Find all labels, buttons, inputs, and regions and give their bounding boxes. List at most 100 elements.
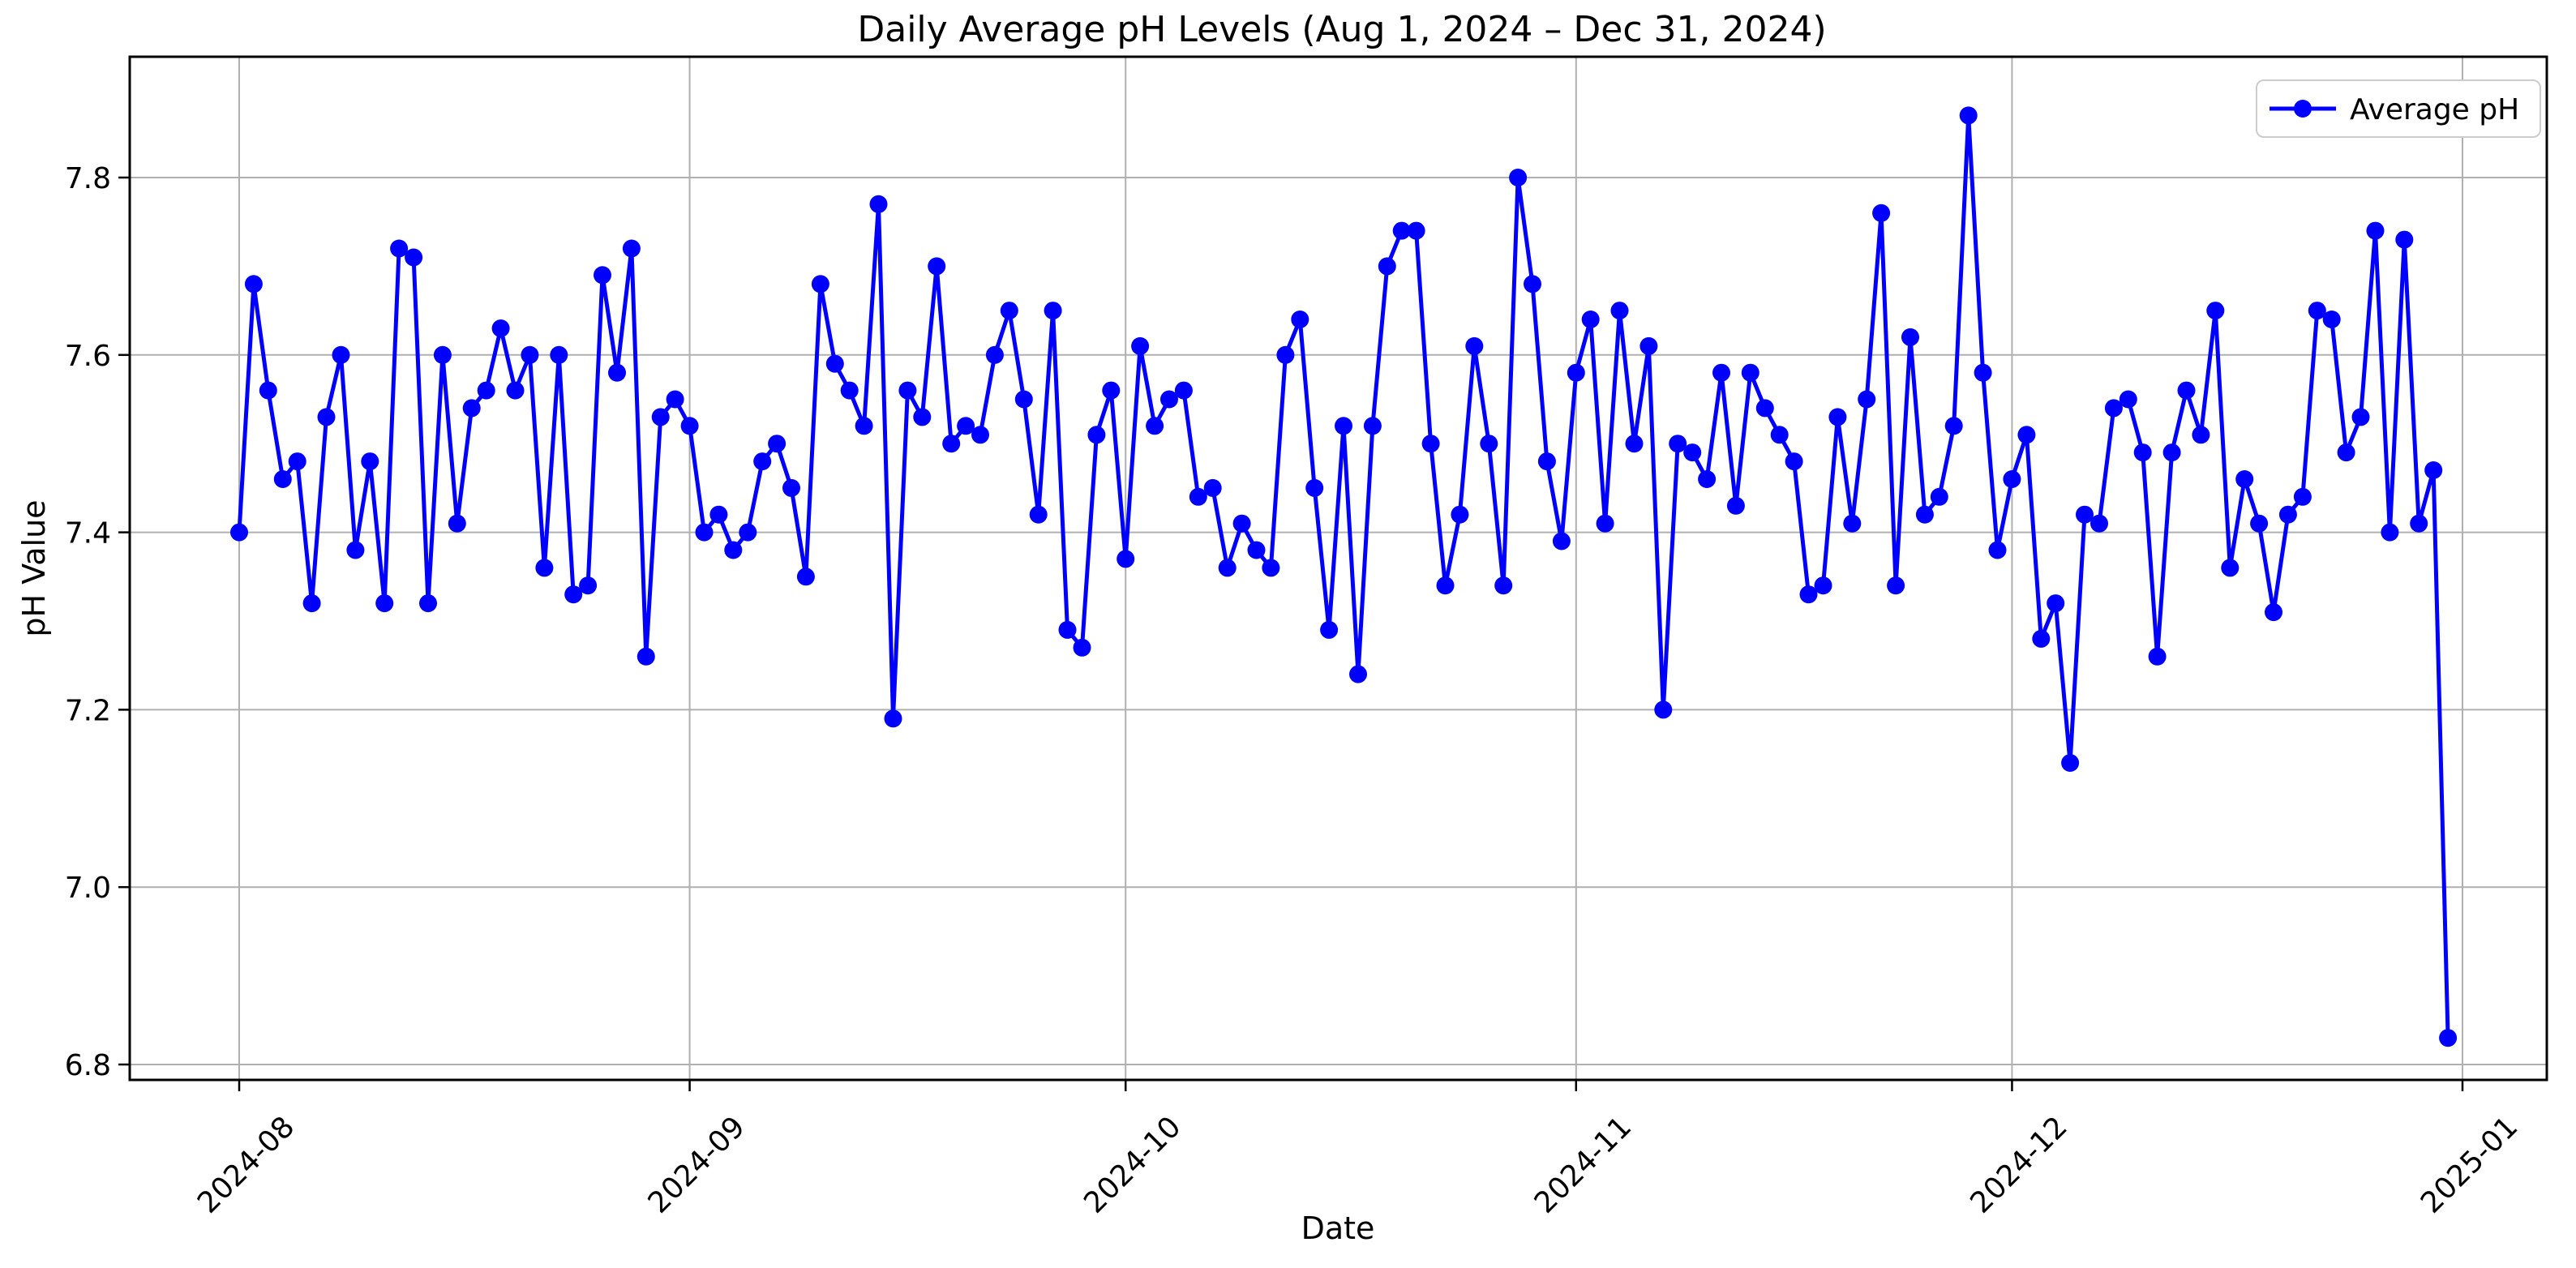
data-point: [957, 417, 975, 435]
data-point: [2148, 647, 2167, 666]
data-point: [2162, 443, 2181, 462]
data-point: [535, 559, 554, 577]
data-point: [1654, 700, 1673, 719]
data-point: [1785, 452, 1803, 471]
data-point: [971, 426, 989, 444]
data-point: [1044, 302, 1062, 320]
data-point: [651, 408, 670, 426]
data-point: [1174, 381, 1193, 400]
data-point: [405, 248, 423, 267]
data-point: [2017, 426, 2036, 444]
x-tick-label: 2024-10: [1078, 1110, 1187, 1219]
data-point: [1232, 514, 1251, 533]
data-point: [1698, 470, 1717, 488]
data-point: [1799, 585, 1818, 604]
data-point: [1625, 435, 1644, 453]
data-point: [1887, 576, 1905, 595]
grid-layer: [130, 57, 2547, 1080]
legend-marker-icon: [2294, 100, 2312, 118]
legend-label: Average pH: [2350, 93, 2519, 126]
data-point: [390, 239, 409, 258]
data-point: [462, 399, 481, 418]
data-point: [2424, 461, 2443, 479]
data-point: [666, 390, 684, 409]
data-point: [564, 585, 583, 604]
data-point: [1436, 576, 1455, 595]
data-point: [709, 505, 728, 524]
data-point: [724, 541, 743, 559]
data-point: [1465, 336, 1484, 355]
y-tick-label: 7.6: [65, 340, 111, 373]
data-point: [1683, 443, 1702, 462]
data-point: [2032, 629, 2051, 648]
data-point: [1291, 311, 1309, 328]
data-point: [2439, 1029, 2458, 1047]
data-point: [2337, 443, 2355, 462]
data-point: [332, 345, 350, 364]
data-point: [1959, 106, 1978, 125]
data-point: [1915, 505, 1934, 524]
data-point: [1712, 363, 1730, 382]
data-point: [1872, 203, 1891, 222]
data-point: [695, 523, 714, 542]
data-point: [1073, 638, 1091, 657]
data-point: [1858, 390, 1876, 409]
data-point: [2381, 523, 2399, 542]
data-point: [230, 523, 248, 542]
x-axis-label: Date: [1301, 1210, 1375, 1246]
axes-layer: 6.8 7.0 7.2 7.4 7.6 7.8 2024-08 2024-09 2024-10 2…: [65, 55, 2548, 1220]
data-point: [1581, 311, 1600, 328]
data-point: [2308, 302, 2326, 320]
data-point: [1117, 550, 1135, 568]
data-point: [2192, 426, 2210, 444]
data-point: [1741, 363, 1759, 382]
data-point: [913, 408, 932, 426]
data-point: [1669, 435, 1687, 453]
data-point: [1305, 478, 1324, 497]
y-tick-label: 7.0: [65, 872, 111, 905]
plot-border: [128, 55, 2548, 1082]
data-point: [419, 594, 437, 613]
data-point: [1247, 541, 1266, 559]
data-point: [1944, 417, 1963, 435]
y-tick-label: 7.8: [65, 162, 111, 195]
x-tick-label: 2024-09: [642, 1110, 752, 1219]
y-axis-label: pH Value: [16, 499, 52, 636]
data-point: [1058, 620, 1077, 639]
data-point: [2265, 603, 2282, 622]
data-point: [1814, 576, 1832, 595]
y-tick-label: 6.8: [65, 1049, 111, 1082]
data-point: [1320, 620, 1339, 639]
data-point: [2235, 470, 2254, 488]
data-point: [1537, 452, 1556, 471]
data-point: [2119, 390, 2137, 409]
data-point: [1843, 514, 1862, 533]
chart-title: Daily Average pH Levels (Aug 1, 2024 – D…: [857, 9, 1826, 50]
data-point: [1988, 541, 2007, 559]
data-point: [1974, 363, 1992, 382]
data-point: [1087, 426, 1106, 444]
data-point: [1421, 435, 1440, 453]
data-point: [375, 594, 394, 613]
legend: Average pH: [2256, 79, 2541, 138]
data-point: [506, 381, 525, 400]
data-point: [1029, 505, 1048, 524]
x-tick-label: 2024-08: [191, 1110, 301, 1219]
data-point: [1363, 417, 1382, 435]
data-point: [1160, 390, 1178, 409]
data-point: [2278, 505, 2297, 524]
data-point: [2395, 230, 2414, 249]
data-point: [1596, 514, 1614, 533]
y-tick-label: 7.2: [65, 694, 111, 727]
x-tick-label: 2024-12: [1964, 1110, 2073, 1219]
data-point: [1901, 328, 1919, 346]
data-point: [433, 345, 452, 364]
ph-line-series: [230, 106, 2458, 1047]
data-point: [1930, 487, 1948, 506]
data-point: [782, 478, 800, 497]
data-point: [302, 594, 321, 613]
data-point: [2133, 443, 2152, 462]
data-point: [898, 381, 917, 400]
x-tick-label: 2024-11: [1528, 1110, 1638, 1219]
data-point: [1407, 221, 1425, 240]
